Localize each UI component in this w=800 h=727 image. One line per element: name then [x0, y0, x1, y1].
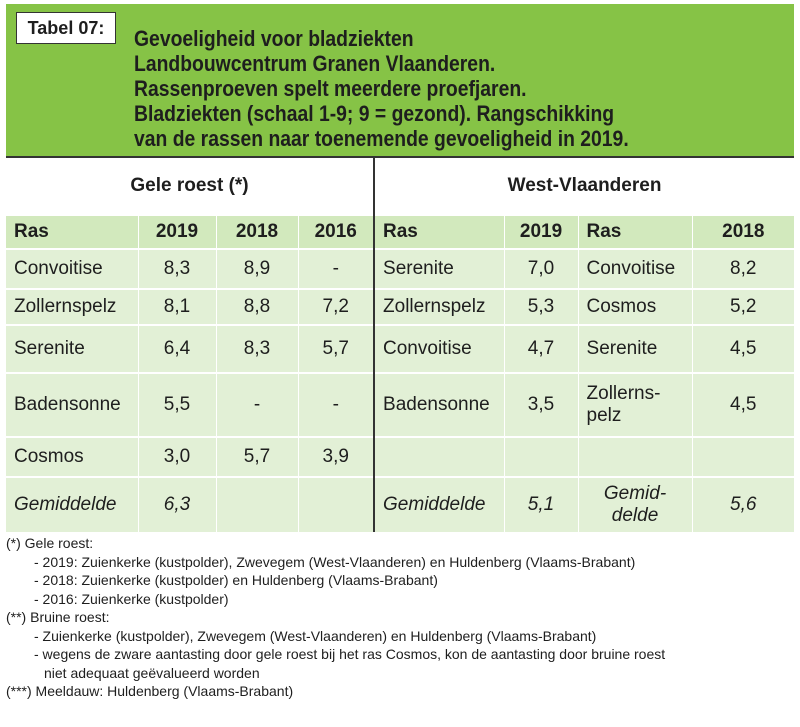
table-cell [691, 436, 795, 477]
table-cell: Gemiddelde [6, 476, 138, 532]
footnote-line: - 2019: Zuienkerke (kustpolder), Zwevege… [34, 553, 636, 570]
group-left-header: Gele roest (*) [6, 156, 375, 216]
table-cell: 8,8 [215, 288, 298, 325]
group-header-row: Gele roest (*) West-Vlaanderen [6, 156, 795, 216]
table-cell: 6,3 [137, 476, 216, 532]
col-header: Ras [373, 214, 505, 249]
table-row: Cosmos 3,0 5,7 3,9 [6, 436, 795, 477]
table-cell: Zollernspelz [6, 288, 138, 325]
table-cell: 7,2 [297, 288, 375, 325]
footnote-line: - wegens de zware aantasting door gele r… [34, 646, 666, 662]
table-cell: Serenite [577, 324, 693, 373]
table-cell: 3,5 [503, 372, 579, 437]
table-cell: 5,5 [137, 372, 216, 437]
table-cell: - [215, 372, 298, 437]
table-cell: 5,7 [215, 436, 298, 477]
table-cell [373, 436, 505, 477]
table-row: Serenite 6,4 8,3 5,7 Convoitise 4,7 Sere… [6, 324, 795, 373]
average-row: Gemiddelde 6,3 Gemiddelde 5,1 Gemid- del… [6, 476, 795, 532]
footnote-heading: (**) Bruine roest: [6, 609, 110, 625]
title-line: Rassenproeven spelt meerdere proefjaren. [134, 76, 527, 101]
table-cell: Convoitise [6, 248, 138, 289]
table-cell: Gemiddelde [373, 476, 505, 532]
table-row: Convoitise 8,3 8,9 - Serenite 7,0 Convoi… [6, 248, 795, 289]
table-cell: 4,5 [691, 372, 795, 437]
table-cell [503, 436, 579, 477]
table-cell: 5,7 [297, 324, 375, 373]
col-header: 2018 [215, 214, 298, 249]
title-line: Landbouwcentrum Granen Vlaanderen. [134, 51, 496, 76]
cell-line: Gemid- [603, 483, 667, 504]
table-cell: 4,7 [503, 324, 579, 373]
table-cell: - [297, 248, 375, 289]
table-cell: 3,0 [137, 436, 216, 477]
col-header: 2016 [297, 214, 375, 249]
col-header: 2019 [137, 214, 216, 249]
table-cell: Serenite [373, 248, 505, 289]
footnote-line: - 2018: Zuienkerke (kustpolder) en Hulde… [34, 572, 438, 588]
table-cell-wrapped: Zollerns- pelz [577, 372, 693, 437]
table-cell: 8,2 [691, 248, 795, 289]
col-header: Ras [6, 214, 138, 249]
table-title: Gevoeligheid voor bladziekten Landbouwce… [134, 26, 693, 151]
table-cell: 5,6 [691, 476, 795, 532]
table-cell [297, 476, 375, 532]
group-right-header: West-Vlaanderen [373, 156, 795, 216]
title-line: Bladziekten (schaal 1-9; 9 = gezond). Ra… [134, 101, 615, 126]
cell-line: pelz [586, 405, 622, 426]
column-header-row: Ras 2019 2018 2016 Ras 2019 Ras 2018 [6, 214, 795, 249]
table-cell: 7,0 [503, 248, 579, 289]
table-row: Zollernspelz 8,1 8,8 7,2 Zollernspelz 5,… [6, 288, 795, 325]
table-cell: Convoitise [373, 324, 505, 373]
col-header: 2018 [691, 214, 795, 249]
col-header: 2019 [503, 214, 579, 249]
table-cell: 8,1 [137, 288, 216, 325]
table-cell [577, 436, 693, 477]
footnote-heading: (***) Meeldauw: Huldenberg (Vlaams-Braba… [6, 683, 294, 699]
footnote-line: niet adequaat geëvalueerd worden [44, 664, 260, 681]
data-table: Gele roest (*) West-Vlaanderen Ras 2019 … [6, 156, 795, 532]
footnote-heading: (*) Gele roest: [6, 535, 94, 551]
table-row: Badensonne 5,5 - - Badensonne 3,5 Zoller… [6, 372, 795, 437]
table-cell: Serenite [6, 324, 138, 373]
table-header-banner: Tabel 07: Gevoeligheid voor bladziekten … [6, 4, 794, 156]
title-line: Gevoeligheid voor bladziekten [134, 26, 414, 51]
table-cell: 8,3 [215, 324, 298, 373]
table-cell: 4,5 [691, 324, 795, 373]
cell-line: Zollerns- [586, 383, 661, 404]
table-cell: 5,1 [503, 476, 579, 532]
table-cell: 3,9 [297, 436, 375, 477]
table-number-tag: Tabel 07: [16, 12, 116, 44]
table-cell: Badensonne [373, 372, 505, 437]
table-cell: Cosmos [577, 288, 693, 325]
footnote-line: - Zuienkerke (kustpolder), Zwevegem (Wes… [34, 627, 597, 644]
table-cell: - [297, 372, 375, 437]
table-cell: Cosmos [6, 436, 138, 477]
table-cell: 8,3 [137, 248, 216, 289]
table-cell-wrapped: Gemid- delde [577, 476, 693, 532]
table-cell: 8,9 [215, 248, 298, 289]
footnote-line: - 2016: Zuienkerke (kustpolder) [34, 590, 229, 607]
footnotes: (*) Gele roest: - 2019: Zuienkerke (kust… [6, 534, 796, 701]
table-cell: Zollernspelz [373, 288, 505, 325]
table-cell: 5,2 [691, 288, 795, 325]
col-header: Ras [577, 214, 693, 249]
table-cell: Convoitise [577, 248, 693, 289]
title-line: van de rassen naar toenemende gevoelighe… [134, 126, 629, 151]
table-cell: 5,3 [503, 288, 579, 325]
table-cell [215, 476, 298, 532]
cell-line: delde [611, 505, 659, 526]
table-cell: Badensonne [6, 372, 138, 437]
table-cell: 6,4 [137, 324, 216, 373]
